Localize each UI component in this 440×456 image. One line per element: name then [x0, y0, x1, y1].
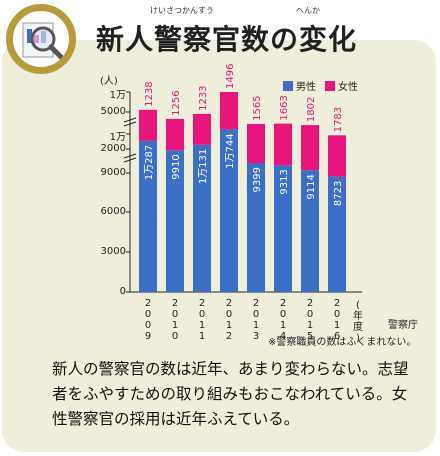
- bar-male: [247, 163, 265, 292]
- bar-male: [328, 176, 346, 292]
- bar-male-label: 9114: [306, 174, 317, 199]
- body-line-1: 新人の警察官の数は近年、あまり変わらない。志望: [52, 360, 409, 378]
- bar-female-label: 1783: [333, 107, 344, 132]
- bar-male-label: 9399: [252, 167, 263, 192]
- bar-female: [193, 113, 211, 145]
- title-ruby-2: へんか: [296, 6, 320, 15]
- bar-female: [220, 92, 238, 130]
- bar-female-label: 1496: [225, 64, 236, 89]
- bar-female: [328, 135, 346, 177]
- magnifier-icon: [6, 4, 76, 74]
- bar-female-label: 1256: [171, 90, 182, 115]
- bar-female: [274, 123, 292, 166]
- y-tick-6000: 6000: [100, 206, 126, 217]
- body-line-3: 性警察官の採用は近年ふえている。: [52, 410, 300, 428]
- bar-female-label: 1238: [144, 81, 155, 106]
- legend-female-swatch: [325, 80, 335, 91]
- note-text: ※警察職員の数はふくまれない。: [268, 337, 417, 348]
- legend-male-swatch: [283, 80, 293, 91]
- axis-break-mark: [123, 117, 137, 127]
- bar-male: [139, 140, 157, 292]
- bar-female: [301, 125, 319, 171]
- bar-male-label: 1万744: [225, 133, 236, 168]
- bar-male: [301, 170, 319, 292]
- y-tick-3000: 3000: [100, 246, 126, 257]
- bar-male: [220, 129, 238, 292]
- bar-male: [274, 165, 292, 292]
- y-tick-0: 0: [119, 286, 126, 297]
- bar-male-label: 9910: [171, 154, 182, 179]
- y-unit-label: (人): [100, 76, 118, 87]
- content-card: [2, 40, 436, 452]
- y-tick-9000: 9000: [100, 167, 126, 178]
- bar-female: [166, 118, 184, 151]
- legend-female-label: 女性: [338, 82, 358, 93]
- legend-female: 女性: [325, 78, 358, 93]
- bar-female-label: 1802: [306, 97, 317, 122]
- source-label: 警察庁: [388, 320, 418, 331]
- title-ruby-1: けいさつかんすう: [150, 6, 214, 15]
- legend-male-label: 男性: [296, 82, 316, 93]
- page-title: 新人警察官数の変化: [96, 23, 358, 56]
- legend-male: 男性: [283, 78, 316, 93]
- bar-male-label: 1万131: [198, 149, 209, 184]
- y-tick-1man: 1万: [109, 132, 126, 143]
- body-line-2: 者をふやすための取り組みもおこなわれている。女: [52, 385, 408, 403]
- x-unit-label: (年度): [353, 300, 363, 344]
- bar-female-label: 1565: [252, 95, 263, 120]
- bar-male: [193, 144, 211, 292]
- body-paragraph: 新人の警察官の数は近年、あまり変わらない。志望 者をふやすための取り組みもおこな…: [52, 357, 432, 432]
- bar-male-label: 9313: [279, 169, 290, 194]
- bar-female-label: 1233: [198, 85, 209, 110]
- y-tick-2000: 2000: [100, 143, 126, 154]
- bar-male-label: 8723: [333, 181, 344, 206]
- bar-female-label: 1663: [279, 95, 290, 120]
- y-tick-5000: 5000: [100, 106, 126, 117]
- bar-female: [247, 123, 265, 164]
- bar-male-label: 1万287: [144, 145, 155, 180]
- y-tick-top: 1万: [109, 90, 126, 101]
- axis-break-mark: [123, 153, 137, 163]
- bar-male: [166, 150, 184, 292]
- bar-female: [139, 109, 157, 141]
